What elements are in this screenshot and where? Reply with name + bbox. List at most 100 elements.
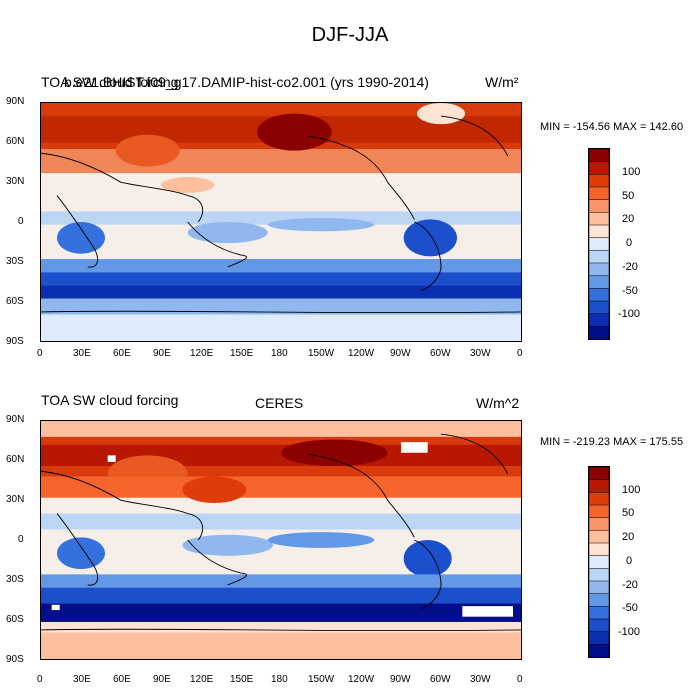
panel-2-lon-tick: 30E [73, 674, 91, 685]
colorbar-swatch [588, 313, 610, 328]
panel-2-units: W/m^2 [476, 395, 520, 411]
colorbar-swatch [588, 517, 610, 532]
panel-2-map [40, 420, 522, 660]
panel-2-lat-tick: 60S [6, 614, 24, 625]
panel-2-field-svg [41, 421, 521, 659]
panel-2-lat-tick: 90N [6, 414, 25, 425]
colorbar-swatch [588, 542, 610, 557]
panel-2-colorbar [588, 466, 610, 658]
colorbar-swatch [588, 250, 610, 264]
colorbar-swatch [588, 492, 610, 506]
colorbar-swatch [588, 288, 610, 302]
panel-1-colorbar-label: -50 [622, 285, 638, 297]
panel-2-lon-tick: 90W [390, 674, 411, 685]
colorbar-swatch [588, 504, 610, 519]
colorbar-swatch [588, 212, 610, 226]
panel-1-lon-tick: 30W [470, 348, 491, 359]
panel-1-colorbar-label: 100 [622, 166, 641, 178]
colorbar-swatch [588, 530, 610, 544]
colorbar-swatch [588, 466, 610, 481]
panel-1-left-title: TOA SW cloud forcing [41, 74, 179, 90]
panel-1-lon-tick: 0 [517, 348, 523, 359]
panel-2-lon-tick: 60W [430, 674, 451, 685]
panel-1-units: W/m² [485, 74, 519, 90]
panel-1-lon-tick: 180 [271, 348, 288, 359]
panel-2-lon-tick: 120E [190, 674, 214, 685]
panel-1-colorbar-label: 0 [626, 237, 633, 249]
panel-2-lat-tick: 60N [6, 454, 25, 465]
colorbar-swatch [588, 174, 610, 188]
colorbar-swatch [588, 606, 610, 620]
panel-2-lat-tick: 30N [6, 494, 25, 505]
panel-1-stats: MIN = -154.56 MAX = 142.60 [540, 121, 684, 133]
panel-1-lon-tick: 60E [113, 348, 131, 359]
panel-1-lon-tick: 90E [153, 348, 171, 359]
panel-2-lon-tick: 0 [37, 674, 43, 685]
panel-1-lat-tick: 30N [6, 176, 25, 187]
panel-1-field-svg [41, 103, 521, 341]
colorbar-swatch [588, 237, 610, 252]
colorbar-swatch [588, 555, 610, 570]
colorbar-swatch [588, 580, 610, 595]
panel-2-stats: MIN = -219.23 MAX = 175.55 [540, 436, 684, 448]
panel-1-center-title: b.e21.BHIST.f09_g17.DAMIP-hist-co2.001 (… [64, 74, 429, 90]
panel-2-lon-tick: 120W [348, 674, 375, 685]
colorbar-swatch [588, 224, 610, 239]
panel-2-colorbar-label: 50 [622, 507, 635, 519]
panel-1-lon-tick: 120W [348, 348, 375, 359]
panel-2-colorbar-label: 100 [622, 484, 641, 496]
colorbar-swatch [588, 300, 610, 315]
colorbar-swatch [588, 199, 610, 214]
panel-1-lon-tick: 120E [190, 348, 214, 359]
colorbar-swatch [588, 161, 610, 176]
panel-2-lon-tick: 180 [271, 674, 288, 685]
panel-2-colorbar-label: -50 [622, 602, 638, 614]
panel-2-lon-tick: 60E [113, 674, 131, 685]
figure-title: DJF-JJA [311, 24, 389, 46]
panel-1-colorbar [588, 148, 610, 340]
panel-2-colorbar-label: 0 [626, 555, 633, 567]
colorbar-swatch [588, 326, 610, 340]
panel-2-colorbar-label: 20 [622, 531, 635, 543]
panel-2-lat-tick: 90S [6, 654, 24, 665]
colorbar-swatch [588, 568, 610, 582]
colorbar-swatch [588, 479, 610, 494]
panel-1-colorbar-svg [588, 148, 610, 340]
colorbar-swatch [588, 644, 610, 658]
colorbar-swatch [588, 275, 610, 290]
panel-1-lat-tick: 60S [6, 296, 24, 307]
panel-1-lon-tick: 60W [430, 348, 451, 359]
panel-1-lat-tick: 30S [6, 256, 24, 267]
panel-1-lon-tick: 0 [37, 348, 43, 359]
panel-2-colorbar-label: -100 [618, 626, 641, 638]
panel-2-colorbar-svg [588, 466, 610, 658]
panel-1-lat-tick: 90S [6, 336, 24, 347]
panel-2-lon-tick: 0 [517, 674, 523, 685]
colorbar-swatch [588, 148, 610, 163]
panel-1-colorbar-label: 50 [622, 190, 635, 202]
panel-1-colorbar-label: -20 [622, 261, 638, 273]
panel-2-left-title: TOA SW cloud forcing [41, 392, 179, 408]
panel-1-lon-tick: 30E [73, 348, 91, 359]
panel-2-colorbar-label: -20 [622, 579, 638, 591]
panel-1-lon-tick: 90W [390, 348, 411, 359]
panel-1-colorbar-label: -100 [618, 308, 641, 320]
panel-2-lon-tick: 150E [230, 674, 254, 685]
panel-1-colorbar-label: 20 [622, 213, 635, 225]
panel-2-lon-tick: 150W [308, 674, 335, 685]
colorbar-swatch [588, 186, 610, 201]
panel-2-lon-tick: 90E [153, 674, 171, 685]
panel-2-lon-tick: 30W [470, 674, 491, 685]
panel-1-map [40, 102, 522, 342]
panel-2-lat-tick: 0 [18, 534, 24, 545]
panel-1-lat-tick: 60N [6, 136, 25, 147]
colorbar-swatch [588, 262, 610, 277]
colorbar-swatch [588, 618, 610, 633]
panel-2-center-title: CERES [255, 395, 304, 411]
panel-2-lat-tick: 30S [6, 574, 24, 585]
panel-1-lon-tick: 150E [230, 348, 254, 359]
colorbar-swatch [588, 593, 610, 608]
panel-1-lat-tick: 0 [18, 216, 24, 227]
panel-1-lat-tick: 90N [6, 96, 25, 107]
colorbar-swatch [588, 631, 610, 646]
